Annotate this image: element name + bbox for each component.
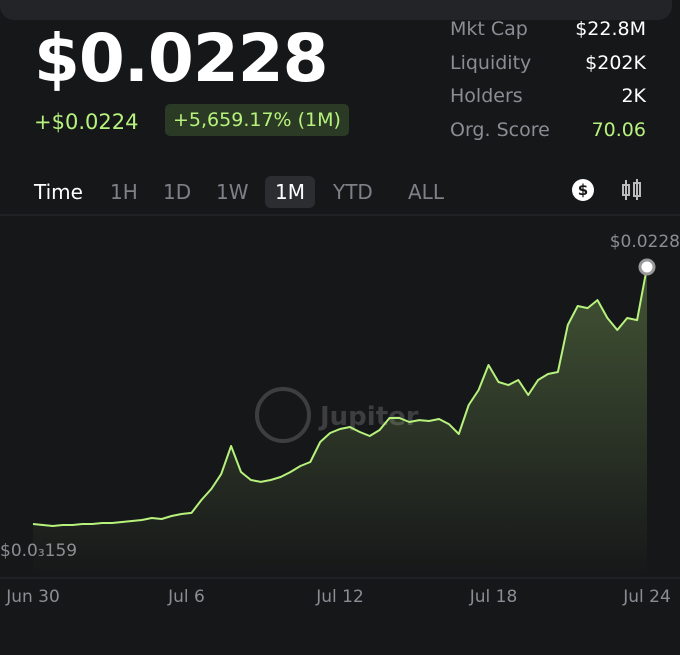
- x-tick-label: Jul 6: [167, 587, 205, 607]
- stat-label: Holders: [450, 85, 523, 107]
- stat-value: $22.8M: [575, 18, 646, 40]
- price-line: [32, 266, 648, 527]
- stat-value: $202K: [585, 52, 646, 74]
- top-bar: [0, 0, 672, 20]
- stat-label: Liquidity: [450, 52, 532, 74]
- currency-icon[interactable]: $: [571, 178, 595, 202]
- x-tick-label: Jul 12: [315, 587, 364, 607]
- change-pct: +5,659.17% (1M): [165, 104, 349, 136]
- stat-value: 70.06: [591, 119, 646, 141]
- stat-value: 2K: [621, 85, 646, 107]
- price-change: +$0.0224: [34, 110, 139, 134]
- y-tick-label: $0.0228: [610, 232, 680, 252]
- area: [33, 267, 647, 578]
- svg-text:$: $: [578, 181, 588, 199]
- stat-label: Org. Score: [450, 119, 550, 141]
- x-tick-label: Jul 18: [469, 587, 518, 607]
- tab[interactable]: 1W: [216, 180, 249, 204]
- tab[interactable]: Time: [34, 180, 83, 204]
- tab[interactable]: YTD: [333, 180, 373, 204]
- last-point: [638, 258, 656, 276]
- x-tick-label: Jul 24: [622, 587, 671, 607]
- candle-icon[interactable]: [620, 178, 644, 202]
- stat-label: Mkt Cap: [450, 18, 528, 40]
- x-tick-label: Jun 30: [5, 587, 60, 607]
- tab[interactable]: 1D: [163, 180, 192, 204]
- tab[interactable]: 1H: [110, 180, 138, 204]
- watermark: Jupiter: [255, 387, 419, 443]
- tab[interactable]: 1M: [265, 176, 315, 208]
- tab[interactable]: ALL: [408, 180, 444, 204]
- price: $0.0228: [34, 20, 329, 97]
